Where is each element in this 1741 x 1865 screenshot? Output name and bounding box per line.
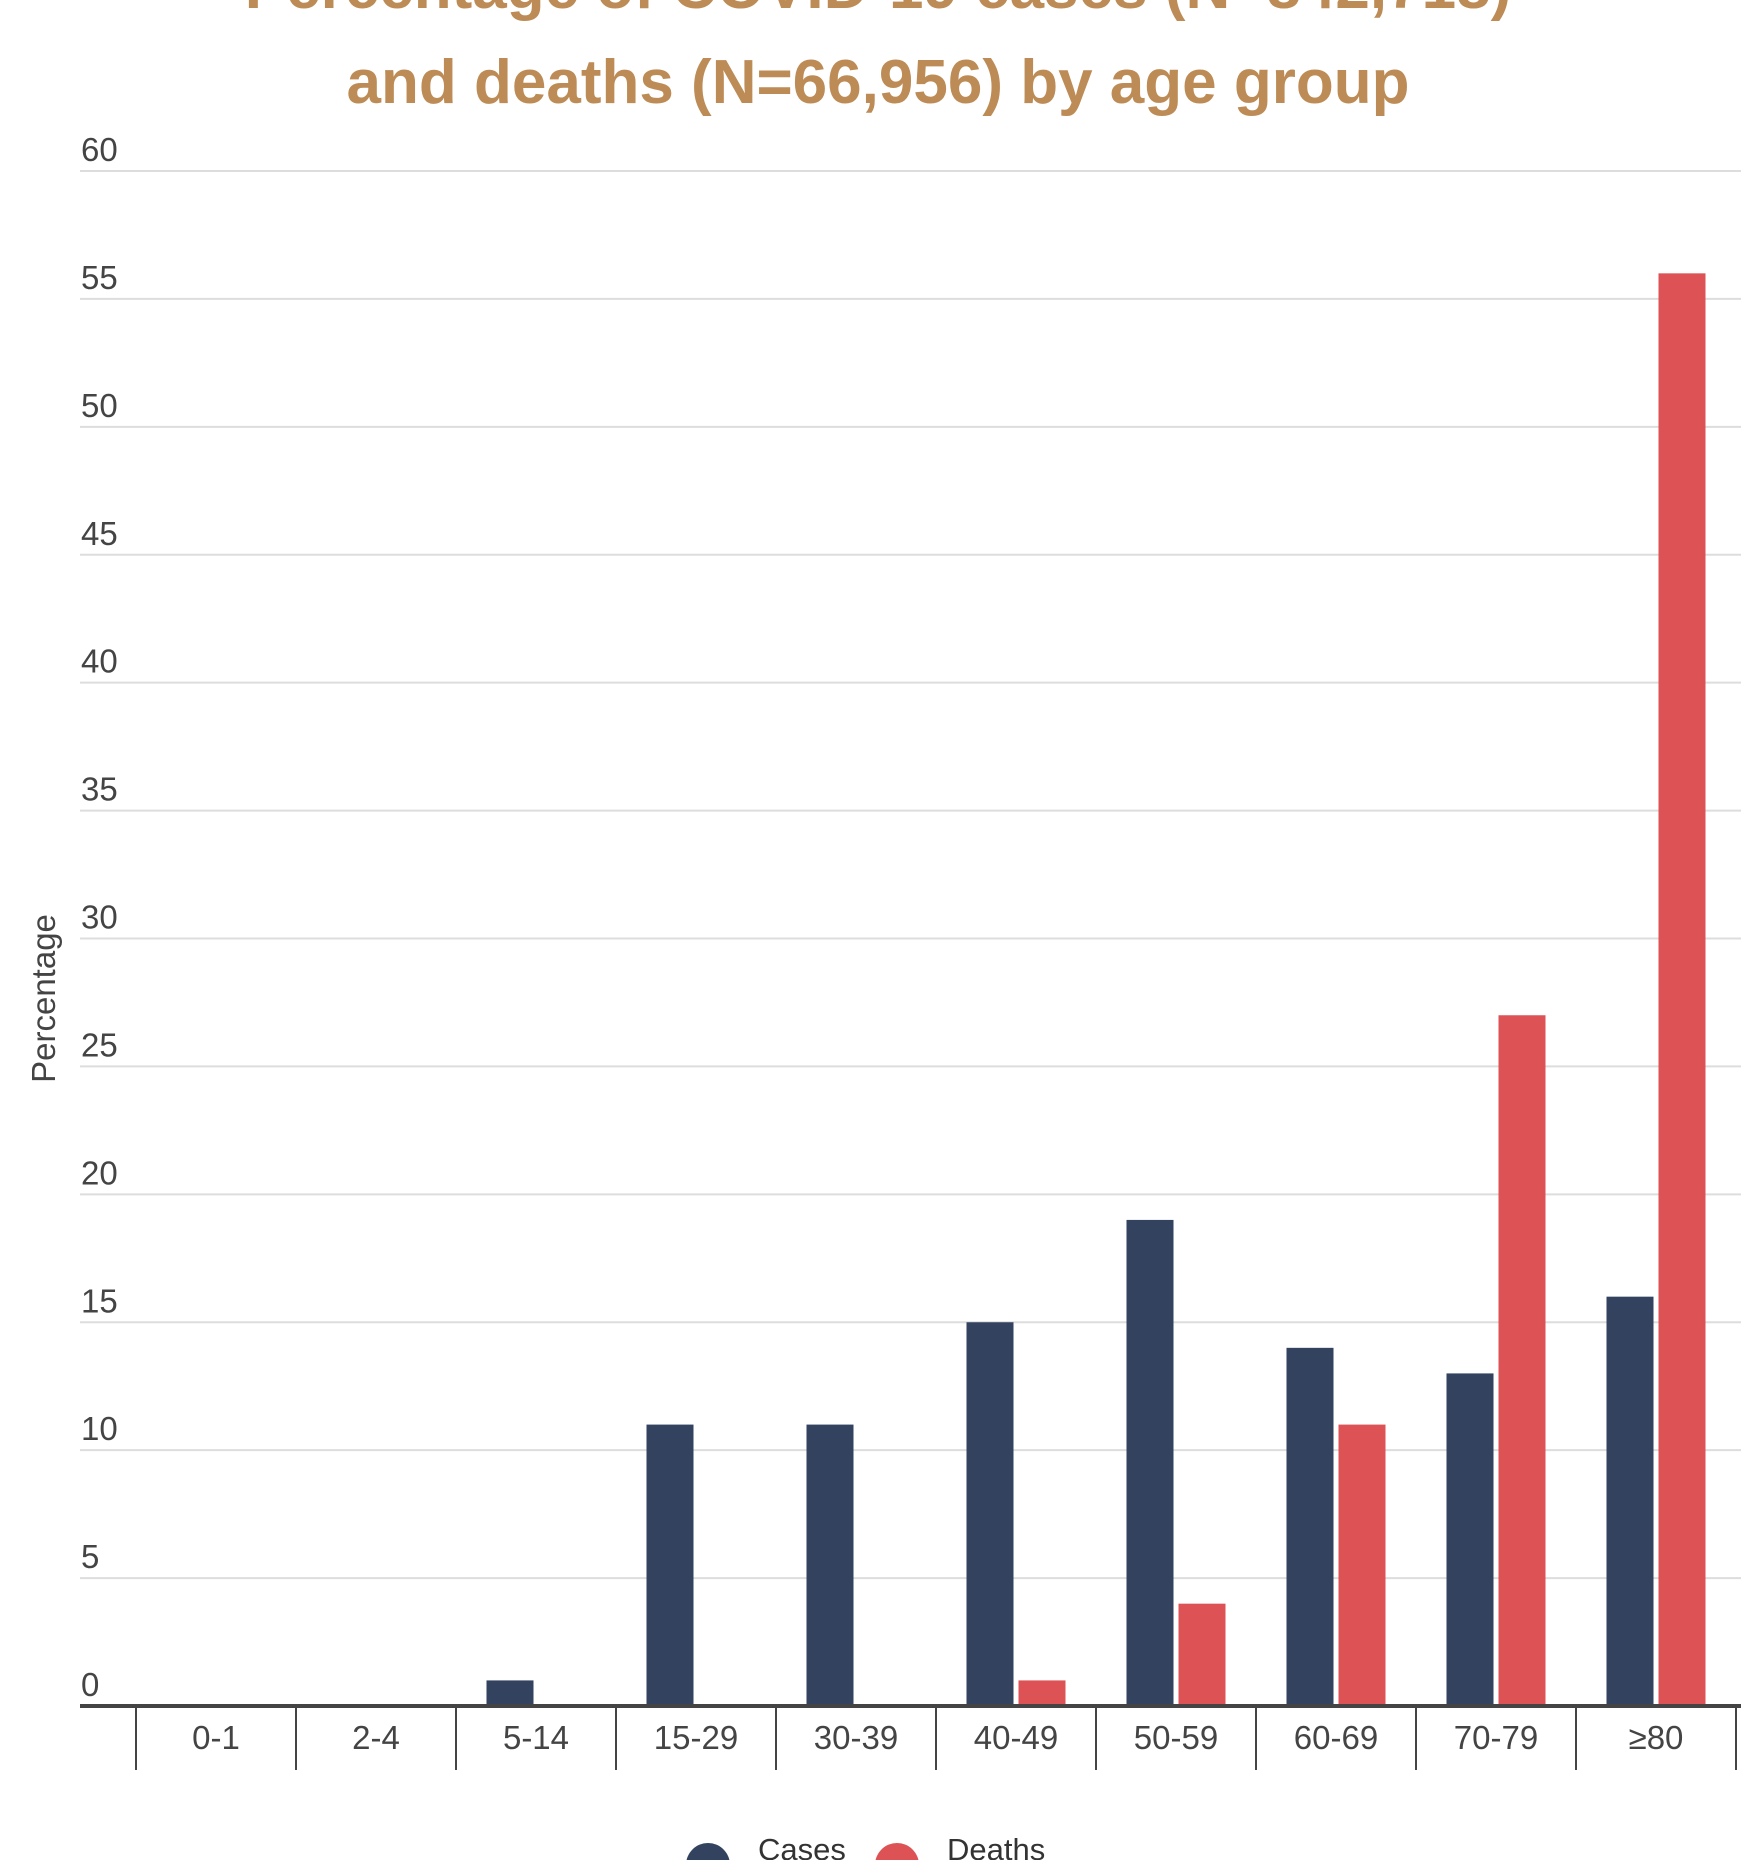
y-tick-label: 10 <box>81 1410 118 1447</box>
legend-swatch-deaths <box>875 1843 919 1865</box>
y-tick-label: 45 <box>81 515 118 552</box>
chart-title: Percentage of COVID-19 cases (N=842,718)… <box>245 0 1511 117</box>
chart-title-line-1: Percentage of COVID-19 cases (N=842,718) <box>245 0 1511 22</box>
x-axis-categories: 0-1 2-4 5-14 15-29 30-39 40-49 50-59 60-69 70-79… <box>192 1719 1683 1756</box>
legend-swatch-cases <box>686 1843 730 1865</box>
y-tick-label: 30 <box>81 899 118 936</box>
bar-cases-≥80 <box>1606 1296 1654 1706</box>
y-axis-title: Percentage <box>25 914 62 1083</box>
y-tick-label: 5 <box>81 1538 99 1575</box>
x-axis <box>80 1704 1741 1770</box>
bar-cases-70-79 <box>1446 1373 1494 1706</box>
y-tick-label: 40 <box>81 643 118 680</box>
bar-cases-5-14 <box>486 1680 534 1706</box>
y-tick-label: 20 <box>81 1154 118 1191</box>
legend-label-cases: Cases <box>758 1832 846 1860</box>
y-axis-ticks: 0 5 10 15 20 25 30 35 40 45 50 55 60 <box>81 131 118 1703</box>
x-category-label: 2-4 <box>352 1719 400 1756</box>
y-tick-label: 35 <box>81 771 118 808</box>
bar-deaths-≥80 <box>1658 273 1706 1706</box>
y-tick-label: 50 <box>81 387 118 424</box>
x-category-label: 70-79 <box>1454 1719 1538 1756</box>
legend: Cases Deaths <box>686 1832 1045 1865</box>
x-category-label: 30-39 <box>814 1719 898 1756</box>
y-tick-label: 60 <box>81 131 118 168</box>
bar-deaths-40-49 <box>1018 1680 1066 1706</box>
x-category-label: 50-59 <box>1134 1719 1218 1756</box>
x-category-label: 5-14 <box>503 1719 569 1756</box>
bar-cases-60-69 <box>1286 1347 1334 1706</box>
bar-cases-40-49 <box>966 1322 1014 1706</box>
chart-title-line-2: and deaths (N=66,956) by age group <box>347 48 1410 117</box>
y-axis-label: Percentage <box>25 914 62 1083</box>
bar-cases-30-39 <box>806 1424 854 1706</box>
x-category-label: 40-49 <box>974 1719 1058 1756</box>
bar-deaths-70-79 <box>1498 1015 1546 1706</box>
gridlines <box>80 170 1741 1580</box>
y-tick-label: 0 <box>81 1666 99 1703</box>
x-category-label: 60-69 <box>1294 1719 1378 1756</box>
y-tick-label: 25 <box>81 1026 118 1063</box>
legend-label-deaths: Deaths <box>947 1832 1045 1860</box>
bar-cases-50-59 <box>1126 1219 1174 1706</box>
x-category-label: ≥80 <box>1629 1719 1684 1756</box>
x-category-label: 15-29 <box>654 1719 738 1756</box>
bar-deaths-50-59 <box>1178 1603 1226 1706</box>
bar-cases-15-29 <box>646 1424 694 1706</box>
y-tick-label: 55 <box>81 259 118 296</box>
x-category-label: 0-1 <box>192 1719 240 1756</box>
y-tick-label: 15 <box>81 1282 118 1319</box>
bar-deaths-60-69 <box>1338 1424 1386 1706</box>
bars <box>486 273 1706 1706</box>
